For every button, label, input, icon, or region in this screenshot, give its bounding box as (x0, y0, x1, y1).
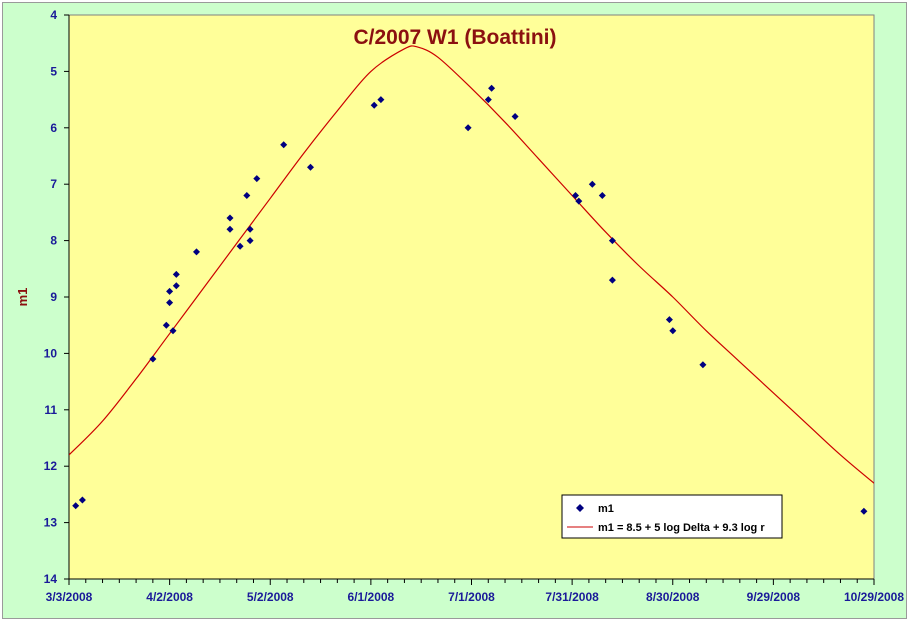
data-point (669, 327, 677, 335)
data-point (166, 287, 174, 295)
x-tick-label: 7/31/2008 (545, 590, 599, 604)
legend-entry-m1: m1 (598, 503, 614, 515)
data-point (608, 276, 616, 284)
data-point (162, 321, 170, 329)
data-point (246, 237, 254, 245)
data-point (166, 299, 174, 307)
data-point (377, 96, 385, 104)
data-point (575, 197, 583, 205)
x-tick-label: 7/1/2008 (448, 590, 495, 604)
data-point (246, 225, 254, 233)
y-axis-title: m1 (15, 288, 30, 307)
y-tick-label: 12 (44, 459, 58, 473)
y-tick-label: 11 (44, 403, 57, 417)
data-point (149, 355, 157, 363)
x-tick-label: 6/1/2008 (348, 590, 395, 604)
data-point (307, 163, 314, 171)
data-point (665, 316, 673, 324)
data-point (860, 507, 868, 515)
data-point (699, 361, 707, 369)
data-point (488, 84, 496, 92)
chart-title: C/2007 W1 (Boattini) (353, 26, 556, 49)
data-point (484, 96, 492, 104)
y-tick-label: 13 (44, 516, 58, 530)
x-tick-label: 4/2/2008 (146, 590, 193, 604)
x-tick-label: 5/2/2008 (247, 590, 294, 604)
x-tick-label: 3/3/2008 (46, 590, 93, 604)
data-point (280, 141, 288, 149)
fit-curve-line (69, 45, 874, 484)
y-tick-label: 9 (50, 290, 57, 304)
data-point (72, 502, 80, 510)
y-tick-label: 14 (44, 572, 58, 586)
y-tick-label: 5 (50, 64, 57, 78)
data-point (169, 327, 177, 335)
x-tick-label: 9/29/2008 (747, 590, 801, 604)
plot-area (68, 14, 875, 580)
data-point (226, 214, 234, 222)
y-tick-label: 10 (44, 346, 58, 360)
data-point (193, 248, 200, 256)
data-point (253, 175, 261, 183)
y-tick-label: 4 (50, 8, 57, 22)
data-point (226, 225, 234, 233)
legend-box (561, 494, 783, 539)
data-point (172, 282, 180, 290)
m1-series (72, 84, 868, 515)
y-tick-label: 6 (50, 121, 57, 135)
x-axis: 3/3/2008 4/2/2008 5/2/2008 6/1/2008 7/1/2008… (46, 578, 904, 604)
data-point (608, 237, 616, 245)
data-point (243, 192, 251, 199)
data-point (370, 101, 378, 109)
legend-marker (576, 504, 584, 512)
legend: m1 m1 = 8.5 + 5 log Delta + 9.3 log r (561, 494, 783, 539)
y-axis: 4 5 6 7 8 9 10 11 12 13 14 (44, 8, 70, 586)
x-tick-label: 10/29/2008 (844, 590, 904, 604)
data-point (464, 124, 472, 132)
data-point (172, 270, 180, 278)
data-point (511, 113, 519, 120)
data-point (78, 496, 86, 504)
y-tick-label: 7 (50, 177, 57, 191)
legend-entry-fit: m1 = 8.5 + 5 log Delta + 9.3 log r (598, 522, 765, 534)
data-point (598, 192, 606, 199)
data-point (572, 192, 579, 199)
x-tick-label: 8/30/2008 (646, 590, 700, 604)
y-tick-label: 8 (50, 234, 57, 248)
data-point (236, 242, 244, 250)
fit-curve-series (69, 45, 874, 484)
data-point (588, 180, 596, 188)
